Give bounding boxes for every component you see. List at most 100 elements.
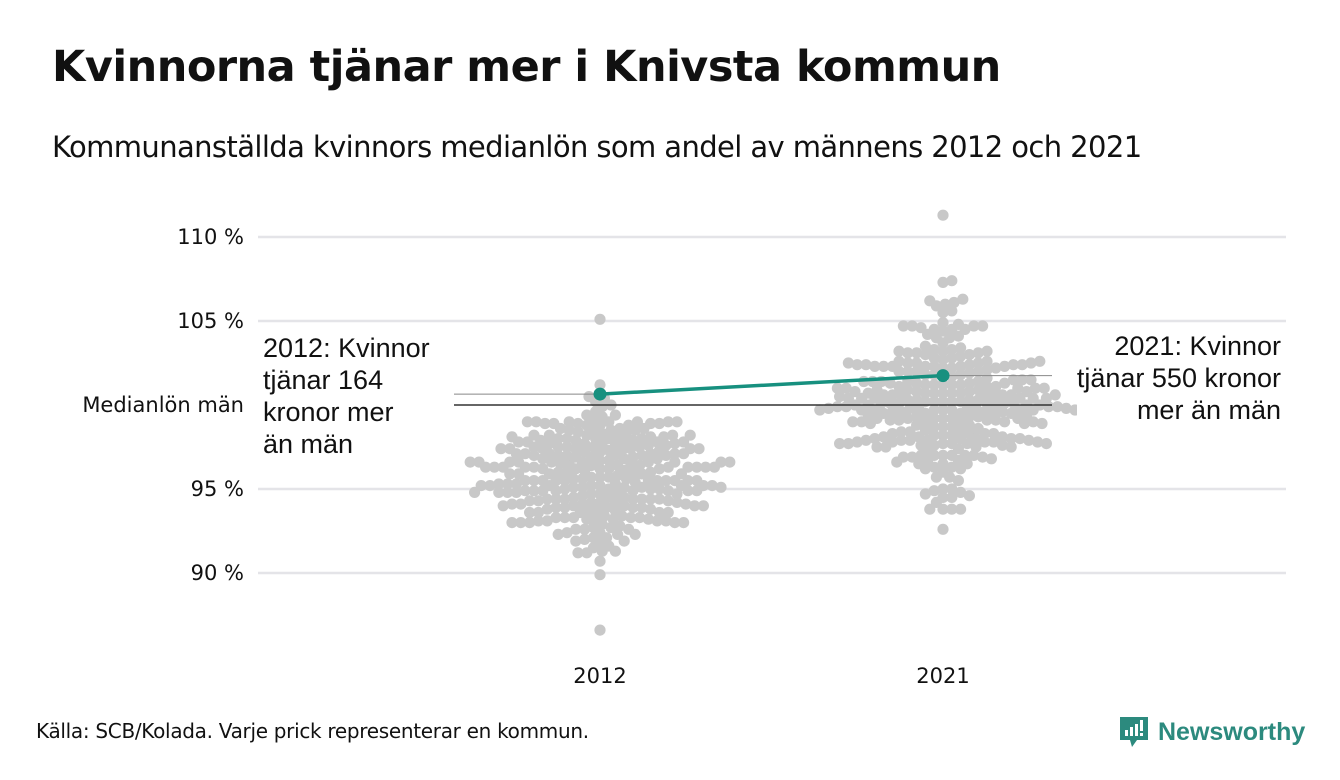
dot-2012: [669, 456, 681, 468]
dot-2021: [946, 379, 958, 391]
dot-2012: [543, 429, 556, 441]
dot-2012: [598, 510, 611, 522]
dot-2012: [627, 485, 639, 497]
dot-2021: [840, 401, 852, 413]
dot-2021: [915, 322, 927, 334]
dot-2021: [955, 416, 967, 428]
dot-2021: [977, 320, 989, 332]
dot-2021: [955, 350, 967, 362]
dot-2021: [1005, 441, 1017, 453]
dot-2012: [697, 500, 710, 512]
dot-2012: [634, 511, 646, 524]
dot-2012: [585, 488, 597, 500]
dot-2012: [506, 498, 518, 510]
dot-2021: [895, 434, 907, 446]
brand-logo[interactable]: Newsworthy: [1118, 715, 1305, 749]
dot-2021: [871, 441, 883, 453]
dot-2021: [1032, 436, 1044, 448]
dot-2021: [919, 407, 932, 419]
dot-2021: [937, 421, 949, 433]
dot-2021: [937, 483, 949, 495]
dot-2021: [1007, 374, 1020, 386]
dot-2021: [988, 428, 1000, 440]
dot-2012: [614, 422, 626, 435]
dot-2012: [550, 511, 562, 524]
dot-2021: [981, 397, 993, 409]
dot-2012: [691, 485, 703, 497]
dot-2021: [970, 441, 982, 453]
dot-2021: [847, 416, 859, 428]
dot-2012: [645, 448, 657, 460]
dot-2021: [842, 357, 855, 369]
dot-2012: [662, 485, 674, 497]
dot-2012: [660, 515, 672, 527]
dot-2021: [937, 354, 949, 366]
dot-2021: [955, 379, 967, 391]
dot-2012: [631, 416, 644, 428]
dot-2012: [645, 417, 657, 430]
dot-2021: [851, 436, 863, 448]
dot-2021: [886, 406, 899, 418]
annotation-line: tjänar 550 kronor: [1076, 363, 1281, 393]
dot-2021: [955, 503, 967, 515]
dot-2012: [627, 493, 639, 505]
reference-label: Medianlön män: [82, 393, 244, 417]
dot-2021: [937, 458, 949, 470]
dot-2012: [561, 433, 573, 445]
dot-2021: [946, 362, 958, 374]
dot-2012: [594, 480, 606, 492]
dot-2012: [550, 485, 562, 497]
dot-2021: [1025, 374, 1037, 386]
dot-2012: [515, 517, 527, 529]
dot-2012: [594, 454, 606, 466]
dot-2012: [594, 555, 606, 567]
dot-2021: [1012, 382, 1024, 394]
annotation-line: tjänar 164: [263, 365, 384, 395]
dot-2021: [963, 349, 976, 361]
dot-2012: [662, 495, 674, 507]
dot-2012: [572, 547, 584, 559]
chart-subtitle: Kommunanställda kvinnors medianlön som a…: [52, 130, 1142, 164]
dot-2012: [629, 528, 641, 541]
y-tick-label: 95 %: [190, 477, 244, 501]
dot-2012: [660, 475, 672, 487]
dot-2021: [955, 369, 967, 381]
dot-2021: [911, 357, 923, 369]
newsworthy-logo-icon: [1120, 717, 1148, 747]
dot-2021: [919, 360, 932, 372]
dot-2012: [576, 490, 589, 502]
dot-2021: [902, 412, 914, 424]
dot-2012: [473, 456, 485, 468]
dot-2012: [660, 439, 672, 451]
dot-2021: [990, 414, 1002, 426]
dot-2012: [671, 488, 683, 500]
dot-2021: [937, 429, 949, 441]
dot-2021: [937, 404, 949, 416]
dot-2021: [948, 296, 960, 309]
dot-2012: [587, 441, 600, 453]
dot-2021: [1060, 402, 1072, 414]
dot-2021: [937, 379, 949, 391]
dot-2021: [999, 397, 1011, 409]
dot-2021: [911, 394, 923, 406]
dot-2021: [904, 434, 916, 446]
dot-2021: [913, 431, 925, 443]
dot-2021: [955, 486, 967, 498]
dot-2012: [504, 456, 516, 468]
annotation-line: kronor mer: [263, 397, 394, 427]
dot-2021: [972, 375, 984, 388]
dot-2021: [981, 355, 993, 367]
dot-2012: [693, 443, 705, 455]
dot-2021: [860, 359, 872, 371]
dot-2021: [963, 419, 976, 431]
dot-2012: [594, 463, 606, 475]
dot-2021: [902, 357, 914, 369]
dot-2021: [864, 417, 877, 430]
dot-2021: [860, 434, 872, 446]
y-tick-label: 110 %: [177, 225, 244, 249]
dot-2012: [504, 443, 516, 455]
dot-2021: [1018, 417, 1030, 430]
highlight-line: [599, 373, 944, 396]
dot-2021: [968, 449, 980, 461]
dot-2021: [957, 293, 969, 305]
